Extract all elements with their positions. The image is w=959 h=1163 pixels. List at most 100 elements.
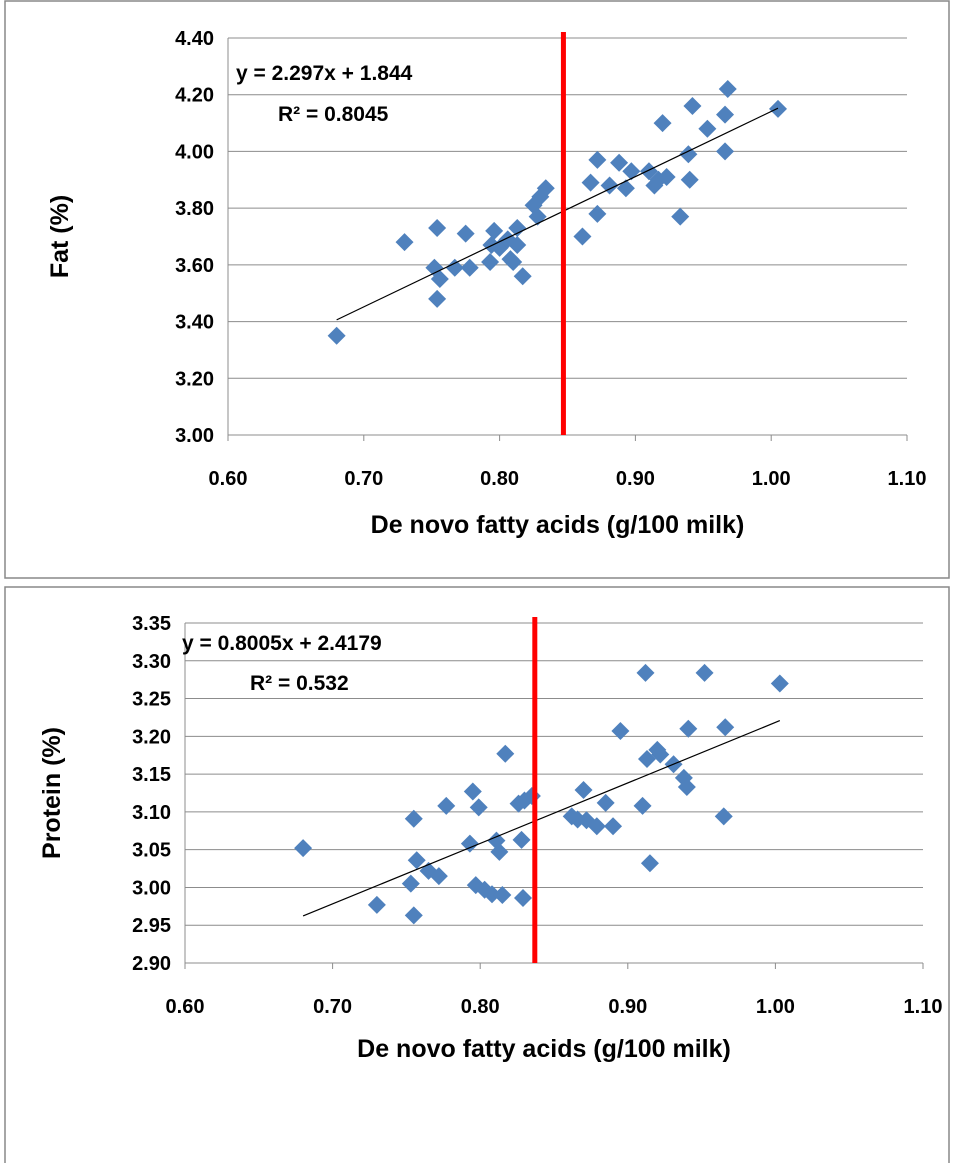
point [588, 150, 607, 169]
point [496, 744, 515, 763]
y-tick-label: 3.25 [132, 689, 171, 711]
point [463, 782, 482, 801]
point [483, 885, 502, 904]
point [639, 162, 658, 181]
point [407, 851, 426, 870]
x-tick-label: 1.10 [888, 468, 927, 490]
trendline [302, 720, 781, 917]
point [679, 719, 698, 738]
point [604, 817, 623, 836]
x-tick-label: 0.90 [608, 996, 647, 1018]
point [485, 221, 504, 240]
point [395, 233, 414, 252]
point [429, 867, 448, 886]
point [581, 173, 600, 192]
trendline-equation: y = 0.8005x + 2.4179 [182, 632, 382, 655]
y-tick-label: 3.40 [175, 312, 214, 334]
point [683, 97, 702, 116]
point [512, 830, 531, 849]
point [460, 834, 479, 853]
y-tick-label: 3.15 [132, 764, 171, 786]
x-tick-label: 0.80 [480, 468, 519, 490]
x-tick-label: 1.00 [752, 468, 791, 490]
y-tick-label: 3.80 [175, 198, 214, 220]
point [633, 796, 652, 815]
point [367, 895, 386, 914]
trendline-equation: y = 2.297x + 1.844 [236, 62, 413, 85]
point [428, 218, 447, 237]
point [587, 817, 606, 836]
point [677, 777, 696, 796]
point [698, 119, 717, 138]
point [768, 99, 787, 118]
point [611, 722, 630, 741]
x-tick-label: 0.90 [616, 468, 655, 490]
point [481, 253, 500, 272]
y-tick-label: 3.00 [132, 877, 171, 899]
point [437, 796, 456, 815]
x-tick-label: 0.60 [166, 996, 205, 1018]
point [513, 267, 532, 286]
point [490, 842, 509, 861]
y-tick-label: 4.40 [175, 28, 214, 50]
point [327, 326, 346, 345]
point [460, 258, 479, 277]
y-axis-title: Protein (%) [38, 727, 66, 859]
point [536, 179, 555, 198]
point [616, 179, 635, 198]
x-tick-label: 1.00 [756, 996, 795, 1018]
y-axis-title: Fat (%) [46, 195, 74, 278]
point [401, 874, 420, 893]
trendline-r2: R² = 0.8045 [278, 103, 389, 126]
y-tick-label: 3.30 [132, 651, 171, 673]
trendline [336, 107, 779, 321]
x-tick-label: 0.70 [344, 468, 383, 490]
point [716, 142, 735, 161]
point [610, 153, 629, 172]
point [636, 663, 655, 682]
point [574, 780, 593, 799]
point [588, 204, 607, 223]
point [404, 906, 423, 925]
y-tick-label: 2.90 [132, 953, 171, 975]
point [445, 258, 464, 277]
y-tick-label: 3.35 [132, 613, 171, 635]
point [679, 145, 698, 164]
point [404, 809, 423, 828]
x-tick-label: 0.80 [461, 996, 500, 1018]
chart-frame [4, 0, 950, 579]
point [514, 889, 533, 908]
y-tick-label: 3.20 [132, 726, 171, 748]
point [493, 886, 512, 904]
y-tick-label: 4.20 [175, 85, 214, 107]
point [651, 745, 670, 764]
point [456, 224, 475, 243]
x-tick-label: 1.10 [904, 996, 943, 1018]
point [680, 170, 699, 189]
x-tick-label: 0.60 [209, 468, 248, 490]
point [653, 114, 672, 133]
point [695, 663, 714, 682]
point [640, 854, 659, 873]
x-axis-title: De novo fatty acids (g/100 milk) [371, 511, 745, 539]
chart-frame [4, 586, 950, 1163]
y-tick-label: 4.00 [175, 141, 214, 163]
point [716, 105, 735, 124]
point [596, 793, 615, 812]
point [508, 218, 527, 237]
y-tick-label: 3.05 [132, 840, 171, 862]
point [469, 798, 488, 817]
y-tick-label: 3.20 [175, 368, 214, 390]
point [714, 807, 733, 826]
y-tick-label: 3.10 [132, 802, 171, 824]
point [671, 207, 690, 226]
point [657, 167, 676, 186]
point [718, 80, 737, 99]
point [430, 270, 449, 289]
point [770, 674, 789, 693]
point [504, 253, 523, 272]
trendline-r2: R² = 0.532 [250, 672, 349, 695]
y-tick-label: 3.00 [175, 425, 214, 447]
point [294, 839, 313, 858]
